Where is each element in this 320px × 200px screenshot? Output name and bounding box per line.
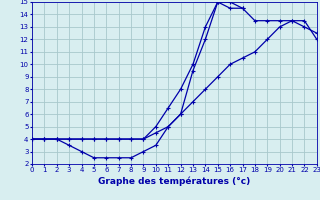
X-axis label: Graphe des températures (°c): Graphe des températures (°c): [98, 176, 251, 186]
